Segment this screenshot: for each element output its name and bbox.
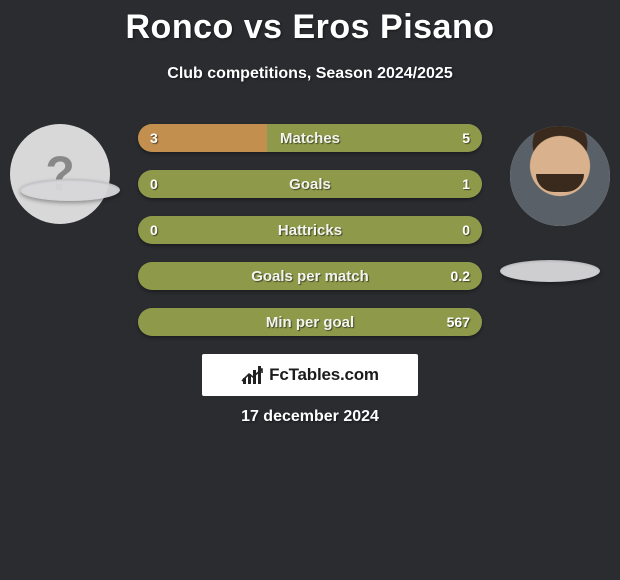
stat-value-right: 1 bbox=[462, 170, 470, 198]
stat-label: Matches bbox=[138, 124, 482, 152]
stat-label: Hattricks bbox=[138, 216, 482, 244]
stat-value-left: 3 bbox=[150, 124, 158, 152]
stat-row: Min per goal567 bbox=[138, 308, 482, 336]
stat-label: Min per goal bbox=[138, 308, 482, 336]
stats-bars: Matches35Goals01Hattricks00Goals per mat… bbox=[138, 124, 482, 354]
stat-value-right: 5 bbox=[462, 124, 470, 152]
player-left-shadow bbox=[20, 179, 120, 201]
stat-row: Goals0 1 bbox=[138, 170, 482, 198]
player-left-avatar bbox=[10, 124, 110, 224]
logo-text: FcTables.com bbox=[269, 365, 379, 385]
stat-value-left: 0 bbox=[150, 170, 158, 198]
stat-value-right: 567 bbox=[447, 308, 470, 336]
stat-label: Goals per match bbox=[138, 262, 482, 290]
arrow-icon bbox=[241, 368, 263, 382]
player-right-face bbox=[510, 126, 610, 226]
stat-row: Hattricks0 0 bbox=[138, 216, 482, 244]
page-title: Ronco vs Eros Pisano bbox=[0, 0, 620, 47]
stat-value-right: 0 bbox=[462, 216, 470, 244]
date-label: 17 december 2024 bbox=[0, 408, 620, 426]
stat-value-left: 0 bbox=[150, 216, 158, 244]
stat-row: Matches3 5 bbox=[138, 124, 482, 152]
player-right-avatar bbox=[510, 126, 610, 226]
subtitle: Club competitions, Season 2024/2025 bbox=[0, 65, 620, 83]
stat-row: Goals per match0.2 bbox=[138, 262, 482, 290]
stat-value-right: 0.2 bbox=[451, 262, 470, 290]
player-right-shadow bbox=[500, 260, 600, 282]
bar-chart-icon bbox=[241, 366, 263, 384]
fctables-logo[interactable]: FcTables.com bbox=[202, 354, 418, 396]
stat-label: Goals bbox=[138, 170, 482, 198]
